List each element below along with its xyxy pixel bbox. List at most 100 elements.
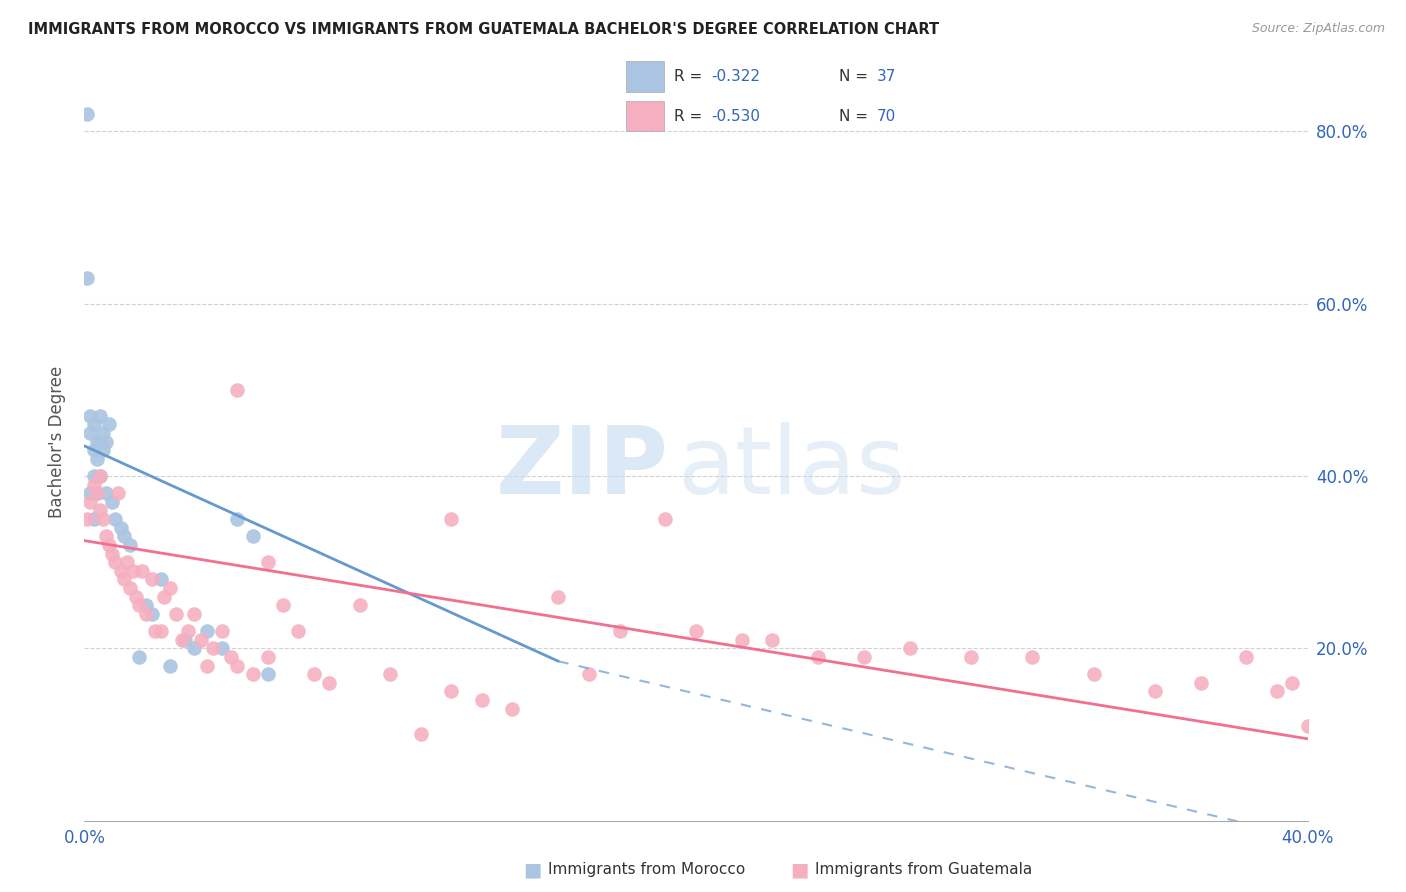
Point xyxy=(242,529,264,543)
Point xyxy=(135,607,157,621)
Point xyxy=(107,486,129,500)
Point xyxy=(190,632,212,647)
Point xyxy=(226,658,249,673)
Point xyxy=(219,649,242,664)
Point xyxy=(242,667,264,681)
Point xyxy=(101,547,124,561)
Point xyxy=(1143,684,1166,698)
Point xyxy=(960,649,983,664)
Point xyxy=(89,409,111,423)
Point xyxy=(128,599,150,613)
Point xyxy=(94,486,117,500)
Text: ■: ■ xyxy=(523,860,541,880)
Point xyxy=(159,581,181,595)
Point xyxy=(807,649,830,664)
Point xyxy=(76,270,98,285)
Point xyxy=(440,684,463,698)
Point xyxy=(125,590,148,604)
Text: Source: ZipAtlas.com: Source: ZipAtlas.com xyxy=(1251,22,1385,36)
Point xyxy=(94,529,117,543)
Point xyxy=(211,624,233,639)
Point xyxy=(91,425,114,440)
Point xyxy=(685,624,707,639)
Text: 70: 70 xyxy=(877,109,896,124)
Point xyxy=(97,538,120,552)
Point xyxy=(195,658,218,673)
Point xyxy=(101,495,124,509)
Text: atlas: atlas xyxy=(678,422,905,514)
Point xyxy=(318,675,340,690)
Point xyxy=(409,727,432,741)
Text: IMMIGRANTS FROM MOROCCO VS IMMIGRANTS FROM GUATEMALA BACHELOR'S DEGREE CORRELATI: IMMIGRANTS FROM MOROCCO VS IMMIGRANTS FR… xyxy=(28,22,939,37)
Point xyxy=(86,486,108,500)
Point xyxy=(183,607,205,621)
Text: 37: 37 xyxy=(877,69,896,84)
Text: ZIP: ZIP xyxy=(496,422,669,514)
Text: Immigrants from Morocco: Immigrants from Morocco xyxy=(548,863,745,877)
Point xyxy=(122,564,145,578)
Point xyxy=(853,649,876,664)
Text: R =: R = xyxy=(673,69,707,84)
Point xyxy=(226,383,249,397)
Point xyxy=(578,667,600,681)
Point xyxy=(271,599,294,613)
Point xyxy=(1265,684,1288,698)
Point xyxy=(89,469,111,483)
Point xyxy=(211,641,233,656)
Point xyxy=(76,107,98,121)
Point xyxy=(257,555,280,569)
Point xyxy=(731,632,754,647)
Point xyxy=(287,624,309,639)
Point xyxy=(1083,667,1105,681)
Point xyxy=(349,599,371,613)
Point xyxy=(183,641,205,656)
Point xyxy=(654,512,676,526)
Point xyxy=(79,409,101,423)
Point xyxy=(89,434,111,449)
Point xyxy=(94,434,117,449)
Point xyxy=(104,555,127,569)
Point xyxy=(195,624,218,639)
Point xyxy=(257,649,280,664)
Point xyxy=(440,512,463,526)
Point xyxy=(149,624,172,639)
Point xyxy=(165,607,187,621)
Point xyxy=(177,624,200,639)
Point xyxy=(1281,675,1303,690)
Point xyxy=(83,469,105,483)
Point xyxy=(104,512,127,526)
Point xyxy=(380,667,402,681)
Point xyxy=(141,607,163,621)
Point xyxy=(112,573,135,587)
Point xyxy=(153,590,176,604)
Text: R =: R = xyxy=(673,109,707,124)
Point xyxy=(761,632,783,647)
Point xyxy=(471,693,494,707)
Point xyxy=(1296,719,1319,733)
Point xyxy=(159,658,181,673)
Point xyxy=(128,649,150,664)
Y-axis label: Bachelor's Degree: Bachelor's Degree xyxy=(48,366,66,517)
Point xyxy=(83,512,105,526)
Point xyxy=(1236,649,1258,664)
Point xyxy=(83,417,105,432)
Point xyxy=(1189,675,1212,690)
Point xyxy=(120,581,142,595)
Point xyxy=(131,564,153,578)
Point xyxy=(226,512,249,526)
Point xyxy=(86,486,108,500)
Point xyxy=(201,641,224,656)
Point xyxy=(174,632,197,647)
Point xyxy=(89,503,111,517)
Point xyxy=(110,521,132,535)
Point xyxy=(135,599,157,613)
Text: -0.322: -0.322 xyxy=(711,69,761,84)
Text: N =: N = xyxy=(839,69,873,84)
Text: N =: N = xyxy=(839,109,873,124)
Point xyxy=(89,469,111,483)
Point xyxy=(79,425,101,440)
Point xyxy=(83,477,105,491)
Text: -0.530: -0.530 xyxy=(711,109,761,124)
Point xyxy=(91,443,114,458)
Text: ■: ■ xyxy=(790,860,808,880)
